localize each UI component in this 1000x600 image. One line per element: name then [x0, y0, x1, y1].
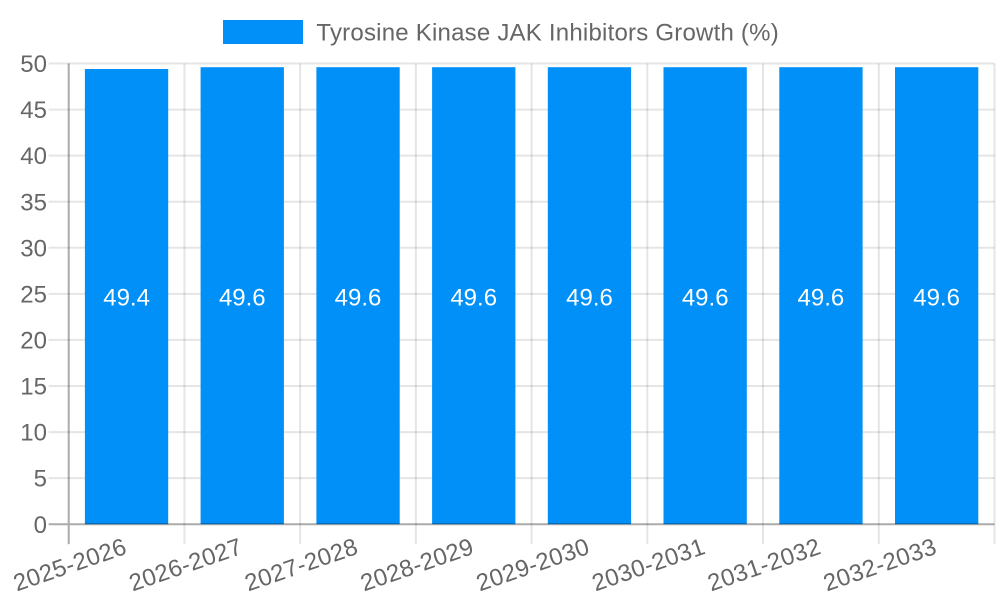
svg-text:20: 20: [20, 328, 47, 355]
svg-text:49.6: 49.6: [566, 284, 613, 311]
svg-text:40: 40: [20, 143, 47, 170]
svg-text:15: 15: [20, 374, 47, 401]
svg-text:49.6: 49.6: [798, 284, 845, 311]
svg-text:49.6: 49.6: [450, 284, 497, 311]
svg-text:49.6: 49.6: [219, 284, 266, 311]
svg-text:50: 50: [20, 51, 47, 78]
svg-text:30: 30: [20, 235, 47, 262]
svg-text:25: 25: [20, 282, 47, 309]
svg-text:49.6: 49.6: [335, 284, 382, 311]
svg-text:49.4: 49.4: [103, 284, 150, 311]
svg-text:0: 0: [34, 512, 47, 539]
svg-text:Tyrosine Kinase JAK Inhibitors: Tyrosine Kinase JAK Inhibitors Growth (%…: [316, 19, 779, 46]
svg-text:49.6: 49.6: [913, 284, 960, 311]
svg-text:45: 45: [20, 97, 47, 124]
svg-text:10: 10: [20, 420, 47, 447]
svg-text:35: 35: [20, 189, 47, 216]
svg-text:5: 5: [34, 466, 47, 493]
svg-text:49.6: 49.6: [682, 284, 729, 311]
